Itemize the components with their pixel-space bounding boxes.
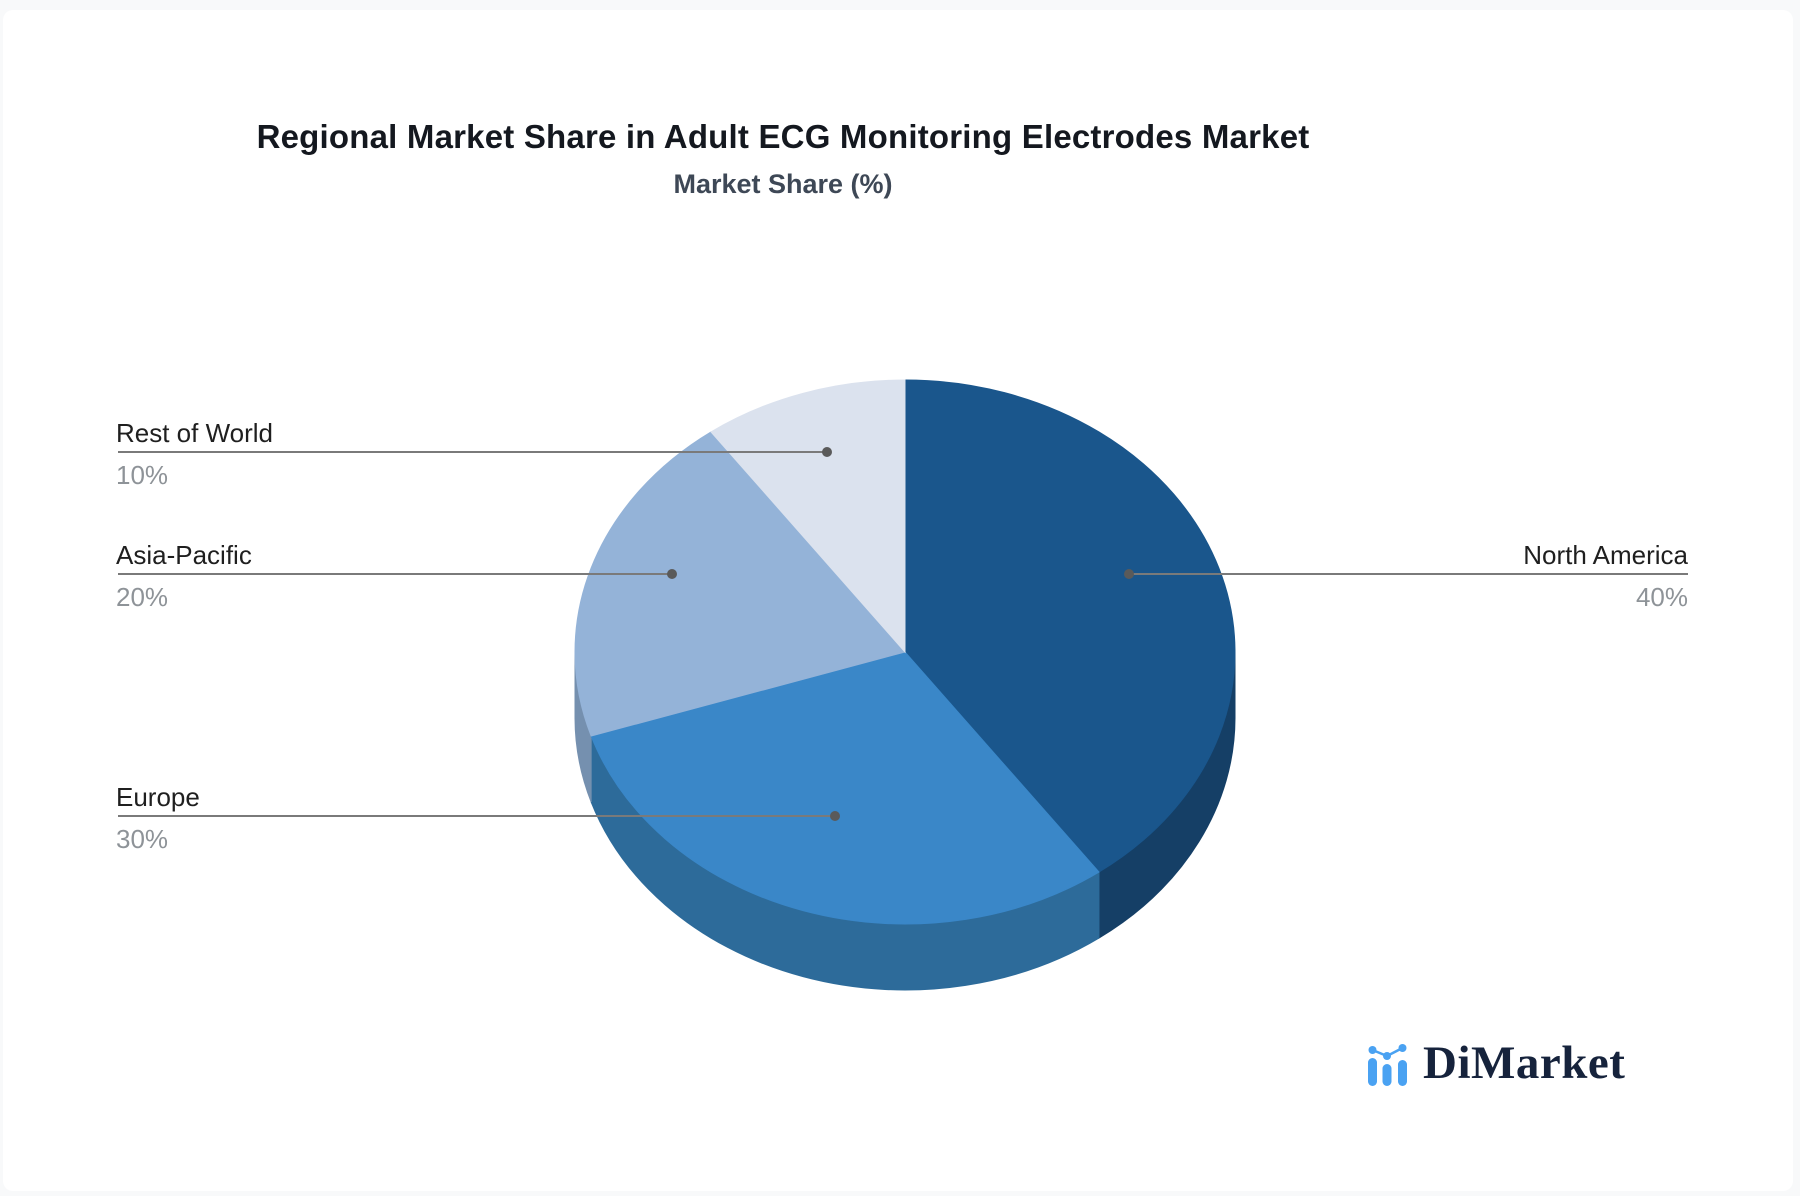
- callout-dot: [1124, 569, 1134, 579]
- callout-dot: [667, 569, 677, 579]
- logo-bar: [1368, 1058, 1377, 1086]
- logo-dot: [1383, 1052, 1391, 1060]
- slice-value: 10%: [116, 460, 169, 490]
- slice-label: Rest of World: [116, 418, 274, 448]
- callout-dot: [822, 447, 832, 457]
- slice-value: 40%: [1635, 582, 1688, 612]
- slice-value: 20%: [116, 582, 169, 612]
- bar-chart-icon: [1368, 1044, 1407, 1086]
- logo-dot: [1398, 1044, 1407, 1052]
- slice-label: Europe: [116, 782, 200, 812]
- pie-slice-north-america[interactable]: [904, 379, 1236, 873]
- slice-label: North America: [1523, 540, 1688, 570]
- callout-dot: [830, 811, 840, 821]
- callout-line: [118, 451, 827, 453]
- callout-line: [118, 815, 835, 817]
- slice-label: Asia-Pacific: [116, 540, 252, 570]
- pie-slice-rest-of-world[interactable]: [710, 379, 906, 654]
- brand-logo: DiMarket: [1366, 1037, 1626, 1089]
- brand-logo-text: DiMarket: [1423, 1037, 1626, 1089]
- slice-value: 30%: [116, 824, 169, 854]
- callout-line: [118, 573, 672, 575]
- pie-slice-asia-pacific[interactable]: [574, 431, 906, 737]
- chart-subtitle: Market Share (%): [673, 169, 893, 199]
- logo-bar: [1382, 1064, 1392, 1086]
- logo-bar: [1398, 1060, 1407, 1086]
- logo-dot: [1368, 1046, 1377, 1054]
- callout-line: [1129, 573, 1688, 575]
- chart-title: Regional Market Share in Adult ECG Monit…: [256, 118, 1310, 155]
- pie-slice-europe[interactable]: [590, 651, 1100, 925]
